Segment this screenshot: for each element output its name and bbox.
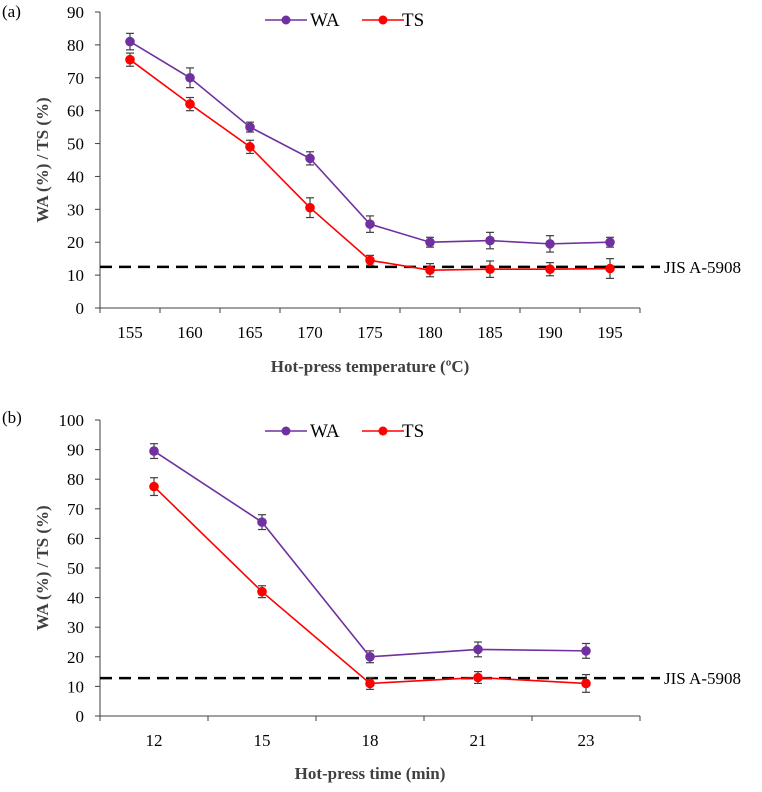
- panel-label-b: (b): [2, 408, 22, 427]
- x-tick-label: 12: [146, 731, 163, 750]
- data-point-wa: [305, 153, 315, 164]
- data-point-wa: [149, 446, 159, 456]
- y-tick-label: 70: [67, 500, 84, 519]
- data-point-ts: [365, 678, 375, 689]
- y-tick-label: 90: [67, 441, 84, 460]
- x-tick-label: 185: [477, 323, 503, 342]
- y-tick-label: 0: [76, 707, 85, 726]
- y-axis-ticks-a: 0 10 20 30 40 50 60 70 80 90: [67, 3, 100, 318]
- x-tick-label: 170: [297, 323, 323, 342]
- legend-wa-marker-a: [281, 15, 291, 25]
- data-point-ts: [305, 202, 315, 213]
- series-group-a: [125, 32, 615, 279]
- legend-b: WA TS: [265, 421, 424, 442]
- y-tick-label: 60: [67, 102, 84, 121]
- legend-a: WA TS: [265, 10, 424, 31]
- data-point-wa: [365, 652, 375, 662]
- data-point-wa: [185, 72, 195, 83]
- data-point-ts: [149, 481, 159, 492]
- y-axis-title-b: WA (%) / TS (%): [33, 505, 52, 630]
- y-tick-label: 70: [67, 69, 84, 88]
- legend-wa-marker-b: [281, 426, 291, 436]
- data-point-wa: [605, 237, 615, 248]
- data-point-ts: [605, 263, 615, 274]
- data-point-wa: [257, 517, 267, 527]
- data-point-wa: [125, 36, 135, 47]
- y-tick-label: 80: [67, 470, 84, 489]
- data-point-ts: [245, 142, 255, 152]
- x-tick-label: 18: [362, 731, 379, 750]
- data-point-wa: [581, 646, 591, 656]
- y-tick-label: 30: [67, 618, 84, 637]
- legend-wa-label-a: WA: [310, 10, 340, 31]
- x-tick-label: 21: [470, 731, 487, 750]
- data-point-ts: [185, 99, 195, 109]
- data-point-wa: [473, 644, 483, 655]
- y-tick-label: 0: [76, 299, 85, 318]
- x-tick-label: 165: [237, 323, 263, 342]
- x-tick-label: 23: [578, 731, 595, 750]
- panel-label-a: (a): [2, 2, 21, 21]
- x-tick-label: 15: [254, 731, 271, 750]
- data-point-ts: [125, 54, 135, 65]
- data-point-ts: [257, 586, 267, 597]
- x-tick-label: 175: [357, 323, 383, 342]
- y-tick-label: 30: [67, 200, 84, 219]
- y-tick-label: 20: [67, 233, 84, 252]
- data-point-ts: [485, 264, 495, 274]
- reference-label-b: JIS A-5908: [664, 669, 741, 688]
- legend-ts-marker-a: [378, 15, 388, 25]
- y-tick-label: 60: [67, 529, 84, 548]
- data-point-ts: [425, 265, 435, 275]
- y-tick-label: 50: [67, 559, 84, 578]
- series-line-ts: [129, 59, 611, 271]
- x-axis-ticks-a: 155 160 165 170 175 180 185 190 195: [99, 308, 641, 342]
- x-tick-label: 160: [177, 323, 203, 342]
- y-tick-label: 40: [67, 167, 84, 186]
- data-point-ts: [365, 255, 375, 266]
- reference-label-a: JIS A-5908: [664, 258, 741, 277]
- y-tick-label: 90: [67, 3, 84, 22]
- y-tick-label: 100: [59, 411, 85, 430]
- x-axis-title-b: Hot-press time (min): [295, 764, 446, 783]
- data-point-wa: [545, 239, 555, 249]
- y-tick-label: 50: [67, 135, 84, 154]
- legend-ts-marker-b: [378, 426, 388, 436]
- x-tick-label: 155: [117, 323, 143, 342]
- data-point-ts: [473, 672, 483, 683]
- data-point-wa: [365, 219, 375, 229]
- series-line-wa: [153, 450, 587, 658]
- y-tick-label: 10: [67, 266, 84, 285]
- legend-ts-label-b: TS: [402, 421, 424, 442]
- y-axis-title-a: WA (%) / TS (%): [33, 97, 52, 222]
- x-axis-ticks-b: 12 15 18 21 23: [99, 716, 641, 750]
- y-tick-label: 80: [67, 36, 84, 55]
- data-point-ts: [545, 264, 555, 274]
- data-point-wa: [485, 235, 495, 246]
- data-point-ts: [581, 678, 591, 689]
- chart-panel-b: (b) WA TS 0 10 20 30 40 50 60 70 80 90 100 12 15 18 2…: [2, 408, 741, 783]
- y-tick-label: 20: [67, 648, 84, 667]
- series-line-wa: [129, 40, 611, 245]
- y-axis-ticks-b: 0 10 20 30 40 50 60 70 80 90 100: [59, 411, 100, 726]
- y-tick-label: 40: [67, 589, 84, 608]
- x-tick-label: 195: [597, 323, 623, 342]
- series-group-b: [149, 443, 591, 693]
- y-tick-label: 10: [67, 677, 84, 696]
- legend-wa-label-b: WA: [310, 421, 340, 442]
- data-point-wa: [245, 122, 255, 132]
- legend-ts-label-a: TS: [402, 10, 424, 31]
- x-axis-title-a: Hot-press temperature (ºC): [271, 357, 470, 376]
- x-tick-label: 180: [417, 323, 443, 342]
- x-tick-label: 190: [537, 323, 563, 342]
- data-point-wa: [425, 237, 435, 248]
